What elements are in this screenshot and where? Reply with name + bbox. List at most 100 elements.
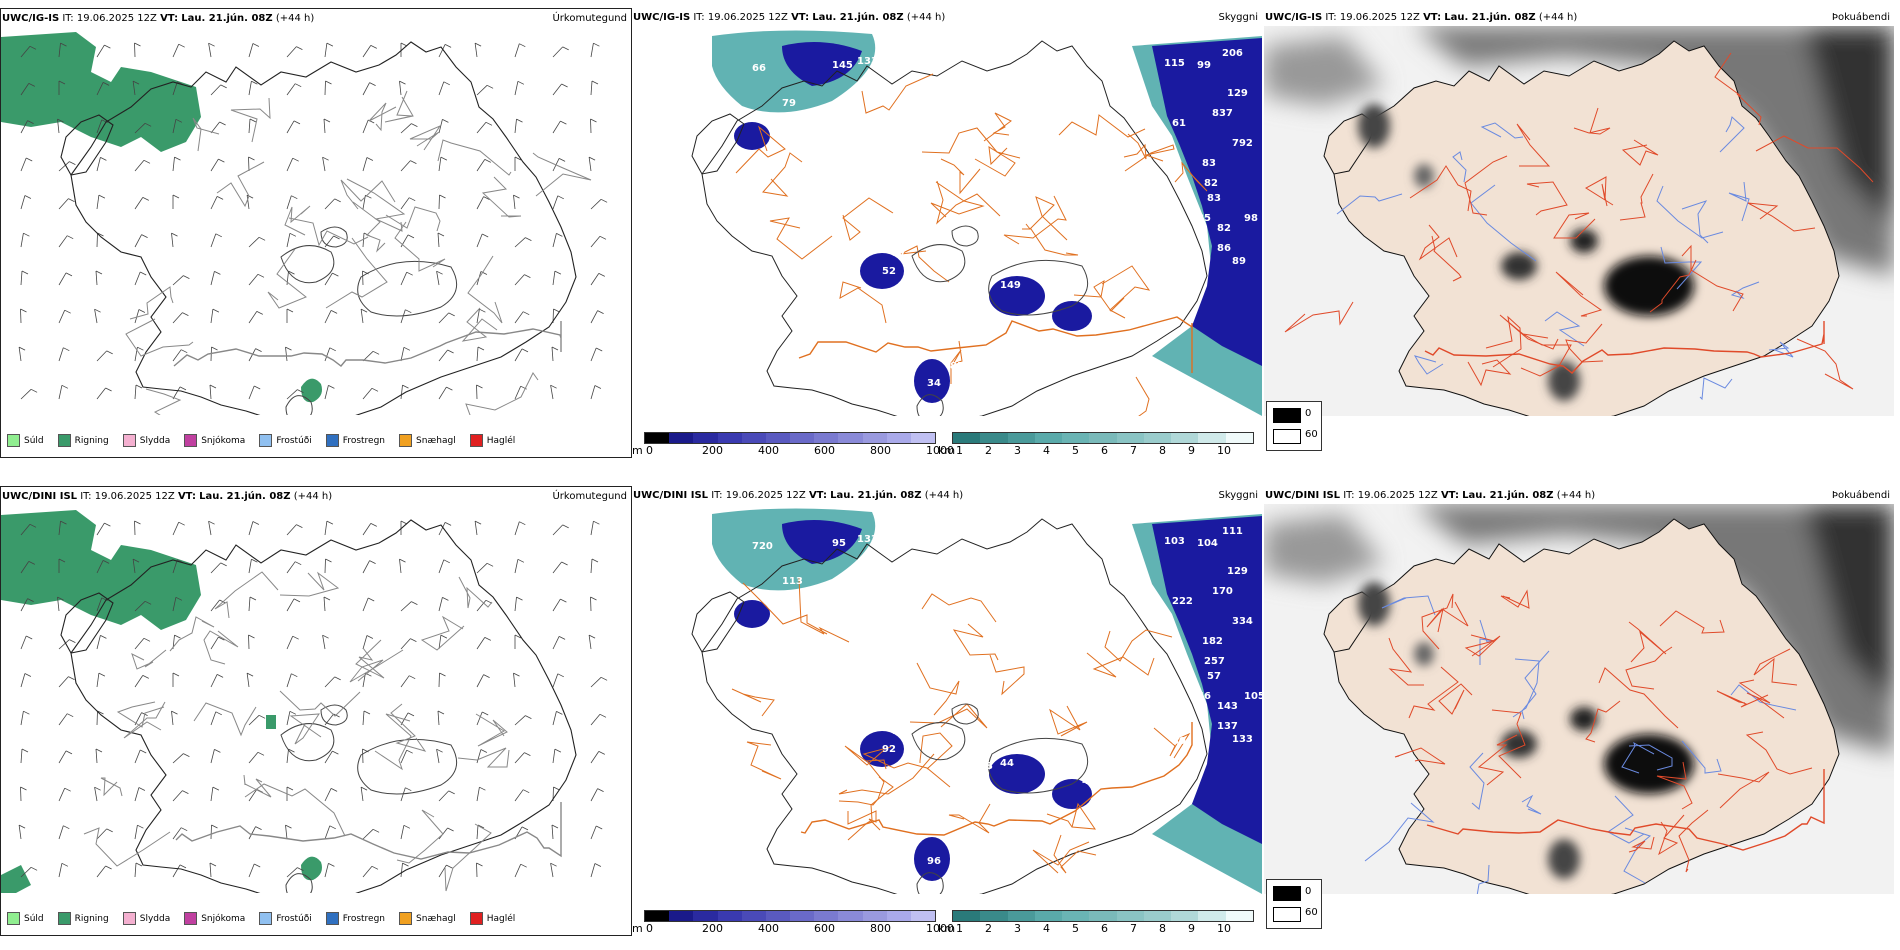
wind-barb-flag [333,235,340,240]
ceiling-value-label: 145 [832,60,853,71]
road [1755,135,1874,183]
colorbar-bin [980,433,1008,443]
fog-blob [1501,252,1537,280]
wind-barb-flag [64,787,71,792]
wind-barb-flag [513,194,520,199]
wind-barb-flag [291,673,298,678]
wind-barb [552,561,562,574]
wind-barb-flag [330,310,338,314]
wind-barb-flag [447,349,454,354]
wind-barb-flag [293,120,301,125]
legend-swatch [184,912,198,925]
low-visibility-area [1052,301,1092,331]
wind-barb [58,713,68,726]
wind-barb-flag [252,43,260,47]
colorbar-bin [717,433,742,443]
legend-label: Súld [24,435,44,446]
wind-barb [514,789,524,802]
ceiling-value-label: 113 [782,576,803,587]
valid-time: Lau. 21.jún. 08Z [1462,490,1554,501]
wind-barb-flag [135,384,143,389]
wind-barb [550,863,554,878]
wind-barb-flag [26,157,33,162]
legend-label-low: 60 [1305,907,1318,918]
ceiling-value-label: 129 [1227,88,1248,99]
wind-barb-flag [411,601,418,605]
wind-barb [324,788,332,802]
fog-map [1264,504,1894,894]
wind-barb-flag [105,387,112,392]
road [1049,705,1088,737]
wind-barb-flag [141,234,148,238]
ceiling-value-label: 137 [1217,721,1238,732]
wind-barb-flag [171,710,178,715]
wind-barb [286,195,292,210]
wind-barb [323,118,326,134]
road [129,286,174,320]
coastline-westfjords [691,113,745,175]
wind-barb-flag [94,786,101,791]
low-visibility-area [734,600,770,628]
wind-barb-flag [600,198,608,203]
tick-label: 8 [1159,922,1166,935]
wind-barb [20,389,32,400]
init-time-label: IT: [80,491,92,502]
wind-barb-flag [178,43,185,48]
wind-barb [552,83,562,96]
road [1628,836,1655,853]
panel-header: UWC/IG-IS IT: 19.06.2025 12Z VT: Lau. 21… [1265,12,1577,26]
wind-barb [132,81,136,96]
ceiling-value-label: 792 [1232,138,1253,149]
wind-barb-flag [30,388,38,393]
wind-barb [438,827,448,840]
wind-barb-flag [214,271,221,275]
wind-barb [362,597,369,612]
init-time-label: IT: [711,490,723,501]
colorbar-bin [1062,433,1090,443]
ceiling-value-label: 13 [1057,280,1071,291]
river [1768,341,1794,358]
ceiling-value-label: 115 [1164,58,1185,69]
wind-barb [590,788,598,802]
wind-barb-flag [439,194,446,199]
wind-barb-flag [517,80,525,85]
road [1046,802,1097,830]
wind-barb-flag [480,749,488,753]
wind-barb [134,197,144,210]
wind-barb-flag [61,862,69,867]
wind-barb-flag [332,750,339,755]
wind-barb [20,83,30,96]
wind-barb-flag [440,156,448,161]
wind-barb-flag [372,828,380,833]
wind-barb-flag [28,83,35,87]
wind-barb-flag [484,637,491,641]
wind-barb-flag [407,234,415,239]
low-visibility-area [860,253,904,289]
road [762,152,803,197]
wind-barb-flag [600,676,608,681]
legend-label: Snæhagl [416,913,456,924]
wind-barb-flag [439,672,446,677]
coastline-westfjords [60,592,114,654]
wind-barb [210,749,215,764]
colorbar-bin [1089,911,1117,921]
ceiling-value-label: 588 [972,761,993,772]
colorbar-bin [1116,911,1144,921]
road [475,713,508,747]
wind-barb [286,561,296,574]
wind-barb-flag [322,156,329,161]
tick-label: 4 [1043,444,1050,457]
colorbar-bin [1143,433,1172,443]
ceiling-value-label: 143 [1217,701,1238,712]
wind-barb [438,597,443,612]
wind-barb-flag [556,711,563,715]
wind-barb-flag [252,521,260,525]
road [1053,834,1097,874]
wind-barb [96,710,98,726]
wind-barb [210,196,218,210]
wind-barb [20,598,28,612]
fog-shading [1264,26,1894,276]
wind-barb-flag [561,561,568,566]
legend-swatch [259,912,273,925]
wind-barb [550,385,554,400]
